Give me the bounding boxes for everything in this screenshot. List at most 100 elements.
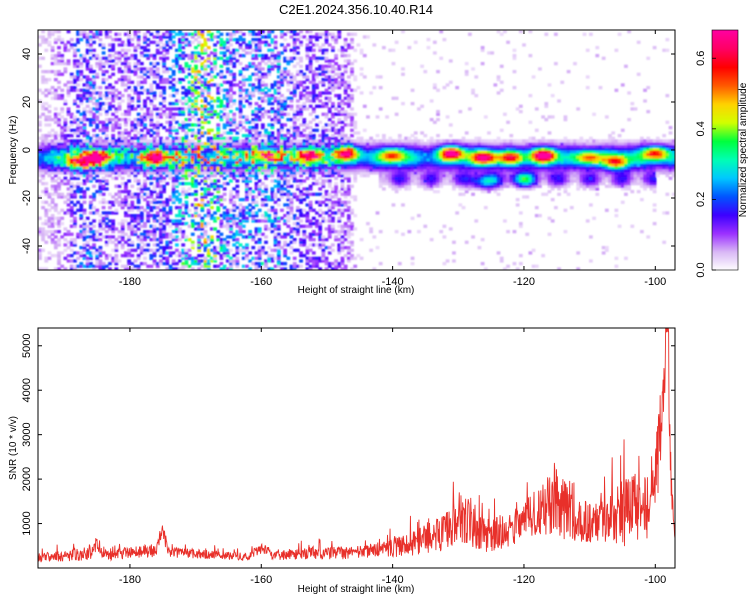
heatmap-cell <box>308 139 313 143</box>
heatmap-cell <box>66 112 71 116</box>
heatmap-cell <box>337 251 342 255</box>
heatmap-cell <box>295 155 300 159</box>
heatmap-cell <box>111 99 116 103</box>
heatmap-cell <box>315 224 319 228</box>
heatmap-cell <box>340 54 345 58</box>
heatmap-cell <box>108 96 112 100</box>
heatmap-cell <box>159 222 163 226</box>
heatmap-cell <box>111 248 116 252</box>
heatmap-cell <box>209 147 214 151</box>
heatmap-cell <box>200 30 205 34</box>
heatmap-cell <box>299 107 303 111</box>
heatmap-cell <box>104 62 109 66</box>
heatmap-cell <box>136 206 141 210</box>
heatmap-cell <box>241 67 246 71</box>
heatmap-cell <box>267 195 272 199</box>
heatmap-cell <box>63 150 68 154</box>
heatmap-cell <box>63 118 68 122</box>
heatmap-cell <box>79 230 84 234</box>
heatmap-cell <box>184 38 189 42</box>
heatmap-cell <box>104 179 109 183</box>
heatmap-cell <box>168 102 173 106</box>
heatmap-cell <box>203 214 208 218</box>
heatmap-cell <box>257 54 262 58</box>
heatmap-cell <box>66 86 71 90</box>
heatmap-cell <box>92 171 96 175</box>
heatmap-cell <box>66 142 71 146</box>
heatmap-cell <box>146 158 151 162</box>
heatmap-cell <box>302 147 307 151</box>
heatmap-cell <box>146 235 151 239</box>
heatmap-cell <box>152 123 157 127</box>
heatmap-cell <box>216 72 221 76</box>
heatmap-cell <box>190 168 195 172</box>
heatmap-cell <box>209 83 214 87</box>
heatmap-cell <box>152 251 157 255</box>
heatmap-cell <box>324 150 329 154</box>
heatmap-cell <box>245 184 249 188</box>
heatmap-cell <box>286 160 291 164</box>
heatmap-cell <box>149 190 154 194</box>
heatmap-cell <box>44 158 49 162</box>
heatmap-cell <box>69 166 74 170</box>
heatmap-cell <box>162 171 167 175</box>
heatmap-cell <box>82 115 87 119</box>
heatmap-cell <box>222 62 227 66</box>
heatmap-cell <box>60 144 65 148</box>
heatmap-cell <box>327 195 332 199</box>
heatmap-cell <box>260 142 265 146</box>
heatmap-cell <box>88 211 93 215</box>
heatmap-cell <box>318 238 323 242</box>
heatmap-cell <box>73 59 77 63</box>
heatmap-cell <box>181 214 186 218</box>
heatmap-cell <box>203 259 208 263</box>
heatmap-cell <box>267 56 272 60</box>
heatmap-cell <box>155 152 160 156</box>
heatmap-cell <box>168 32 173 36</box>
heatmap-cell <box>76 182 81 186</box>
heatmap-cell <box>190 59 195 63</box>
heatmap-cell <box>334 54 338 58</box>
heatmap-cell <box>295 126 300 130</box>
heatmap-cell <box>133 160 138 164</box>
heatmap-cell <box>190 131 195 135</box>
heatmap-cell <box>139 51 144 55</box>
heatmap-cell <box>311 158 316 162</box>
heatmap-cell <box>136 155 141 159</box>
heatmap-cell <box>98 251 103 255</box>
heatmap-cell <box>203 203 208 207</box>
heatmap-cell <box>38 142 42 146</box>
heatmap-cell <box>273 184 278 188</box>
heatmap-cell <box>292 91 297 95</box>
heatmap-cell <box>264 144 268 148</box>
heatmap-cell <box>200 115 205 119</box>
heatmap-cell <box>200 91 205 95</box>
heatmap-cell <box>73 155 77 159</box>
heatmap-cell <box>63 99 68 103</box>
heatmap-cell <box>200 168 205 172</box>
heatmap-cell <box>267 163 272 167</box>
heatmap-cell <box>171 144 176 148</box>
heatmap-cell <box>315 168 319 172</box>
heatmap-cell <box>197 144 202 148</box>
heatmap-cell <box>327 99 332 103</box>
heatmap-cell <box>66 107 71 111</box>
heatmap-cell <box>149 238 154 242</box>
heatmap-cell <box>57 155 61 159</box>
heatmap-cell <box>305 163 310 167</box>
heatmap-cell <box>95 147 100 151</box>
heatmap-cell <box>267 131 272 135</box>
heatmap-cell <box>222 75 227 79</box>
heatmap-cell <box>257 248 262 252</box>
heatmap-cell <box>264 198 268 202</box>
heatmap-cell <box>241 251 246 255</box>
heatmap-cell <box>292 75 297 79</box>
heatmap-cell <box>85 78 90 82</box>
heatmap-cell <box>124 131 128 135</box>
heatmap-cell <box>136 182 141 186</box>
heatmap-cell <box>149 118 154 122</box>
heatmap-cell <box>270 150 275 154</box>
heatmap-cell <box>60 147 65 151</box>
heatmap-cell <box>295 80 300 84</box>
heatmap-cell <box>152 259 157 263</box>
